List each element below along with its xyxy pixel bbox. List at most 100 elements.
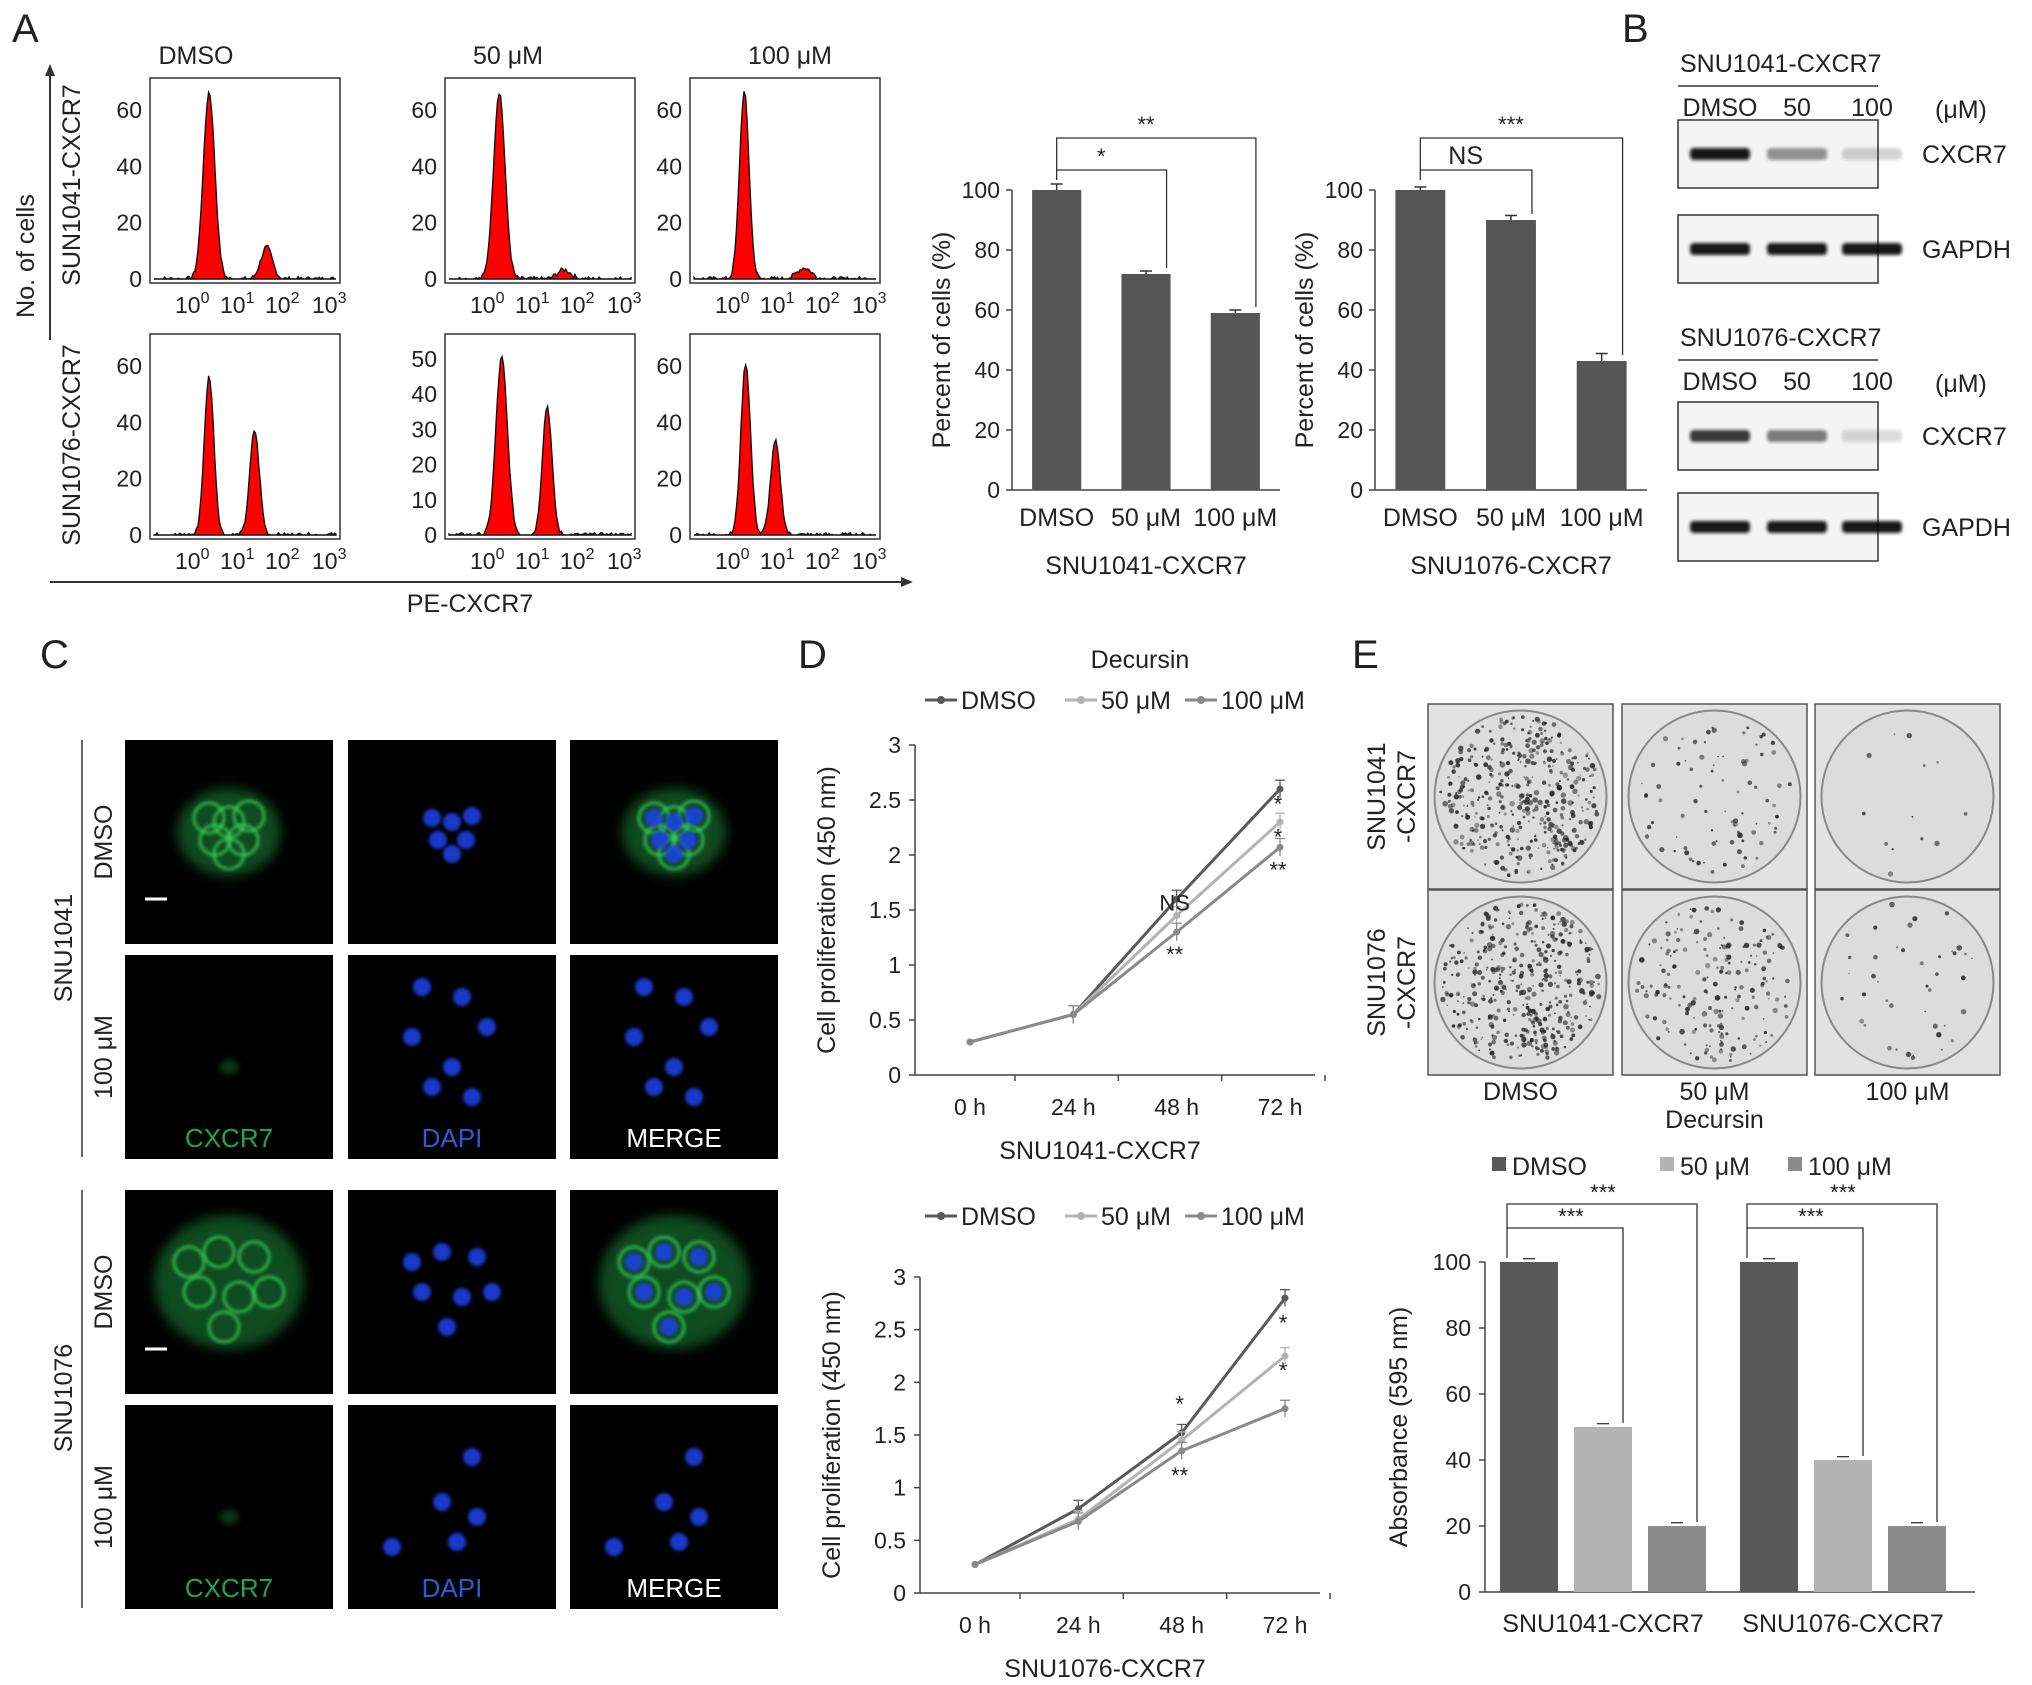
dapi-nucleus [655,1493,673,1511]
dapi-nucleus [429,831,447,849]
colony-dot [1548,821,1554,828]
colony-dot [1519,952,1525,958]
e-y-tick-label: 80 [1445,1315,1471,1341]
colony-dot [1527,732,1530,735]
flow-y-tick: 40 [116,409,142,435]
colony-dot [1565,919,1569,924]
colony-dot [1960,975,1966,981]
colony-dot [1866,752,1872,759]
colony-dot [1553,923,1556,926]
colony-dot [1499,760,1502,764]
colony-dot [1490,758,1493,761]
colony-dot [1482,994,1485,998]
colony-dot [1554,971,1558,975]
colony-dot [1518,973,1524,979]
colony-dot [1462,1021,1467,1026]
colony-dot [1577,794,1580,797]
e-y-tick-label: 0 [1458,1579,1471,1605]
colony-dot [1456,762,1459,764]
colony-dot [1540,1048,1544,1053]
line-y-axis-label: Cell proliferation (450 nm) [818,1291,846,1579]
colony-dot [1515,784,1521,789]
colony-dot [1549,749,1554,754]
colony-dot [1449,992,1454,998]
colony-dot [1541,926,1546,930]
colony-dot [1540,732,1544,735]
colony-dot [1578,929,1583,934]
colony-dot [1543,805,1547,809]
colony-dot [1521,715,1525,719]
colony-dot [1515,855,1519,859]
colony-dot [1508,851,1513,856]
colony-dot [1522,1004,1525,1006]
line-annotation: * [1279,1310,1288,1335]
colony-dot [1536,1052,1540,1056]
colony-dot [1537,799,1543,805]
colony-dot [1518,793,1525,799]
e-legend-swatch [1492,1157,1506,1171]
colony-dot [1762,1018,1765,1020]
colony-dot [1465,1027,1469,1031]
colony-dot [1845,933,1850,938]
colony-dot [1447,792,1452,797]
flow-plot-frame [444,333,636,540]
colony-dot [1534,761,1537,765]
dapi-nucleus [665,1058,683,1076]
colony-dot [1718,1024,1725,1030]
colony-dot [1951,950,1953,953]
microscopy-channel-label: CXCR7 [185,1123,273,1153]
colony-dot [1503,812,1507,816]
colony-dot [1463,777,1468,781]
colony-dot [1488,781,1491,783]
colony-dot [1889,901,1895,908]
colony-dot [1565,856,1568,859]
colony-dot [1963,812,1968,816]
colony-dot [1531,776,1534,778]
legend-marker [1077,696,1085,704]
colony-dot [1506,839,1510,843]
colony-dot [1551,722,1557,727]
colony-dot [1862,811,1866,816]
colony-dot [1760,752,1764,757]
western-band [1767,148,1827,160]
colony-dot [1530,761,1535,765]
colony-dot [1523,1034,1526,1037]
colony-dot [1526,995,1531,1001]
colony-dot [1787,782,1792,787]
colony-dot [1469,743,1474,749]
colony-dot [1906,732,1913,739]
colony-dot [1477,796,1481,799]
flow-x-arrow-head [901,577,913,587]
colony-dot [1529,857,1532,860]
line-chart-title: Decursin [1091,646,1190,674]
bar [1395,190,1446,490]
colony-dot [1471,829,1474,832]
colony-dot [1571,827,1577,833]
colony-dot [1524,764,1527,768]
colony-dot [1569,784,1575,790]
colony-dot [1540,1043,1547,1050]
flow-y-tick: 0 [424,522,437,548]
colony-dot [1673,950,1676,953]
colony-dot [1498,782,1503,787]
colony-dot [1507,843,1510,847]
colony-dot [1478,843,1481,846]
colony-dot [1705,962,1711,969]
colony-dot [1943,1024,1946,1027]
colony-dot [1731,1007,1734,1010]
e-bar [1500,1262,1558,1592]
line-y-tick-label: 0.5 [869,1007,901,1033]
colony-dot [1720,944,1723,947]
microscopy-channel-label: DAPI [422,1123,483,1153]
colony-dot [1556,984,1560,989]
colony-dot [1771,750,1776,755]
flow-histogram-area [448,354,632,536]
colony-dot [1773,830,1777,834]
colony-dot [1478,1017,1481,1021]
dapi-nucleus [413,1283,431,1301]
colony-dot [1755,856,1759,860]
colony-dot [1497,980,1504,986]
colony-dot [1550,736,1553,739]
e-significance-label: *** [1590,1180,1616,1205]
colony-dot [1550,1034,1556,1040]
